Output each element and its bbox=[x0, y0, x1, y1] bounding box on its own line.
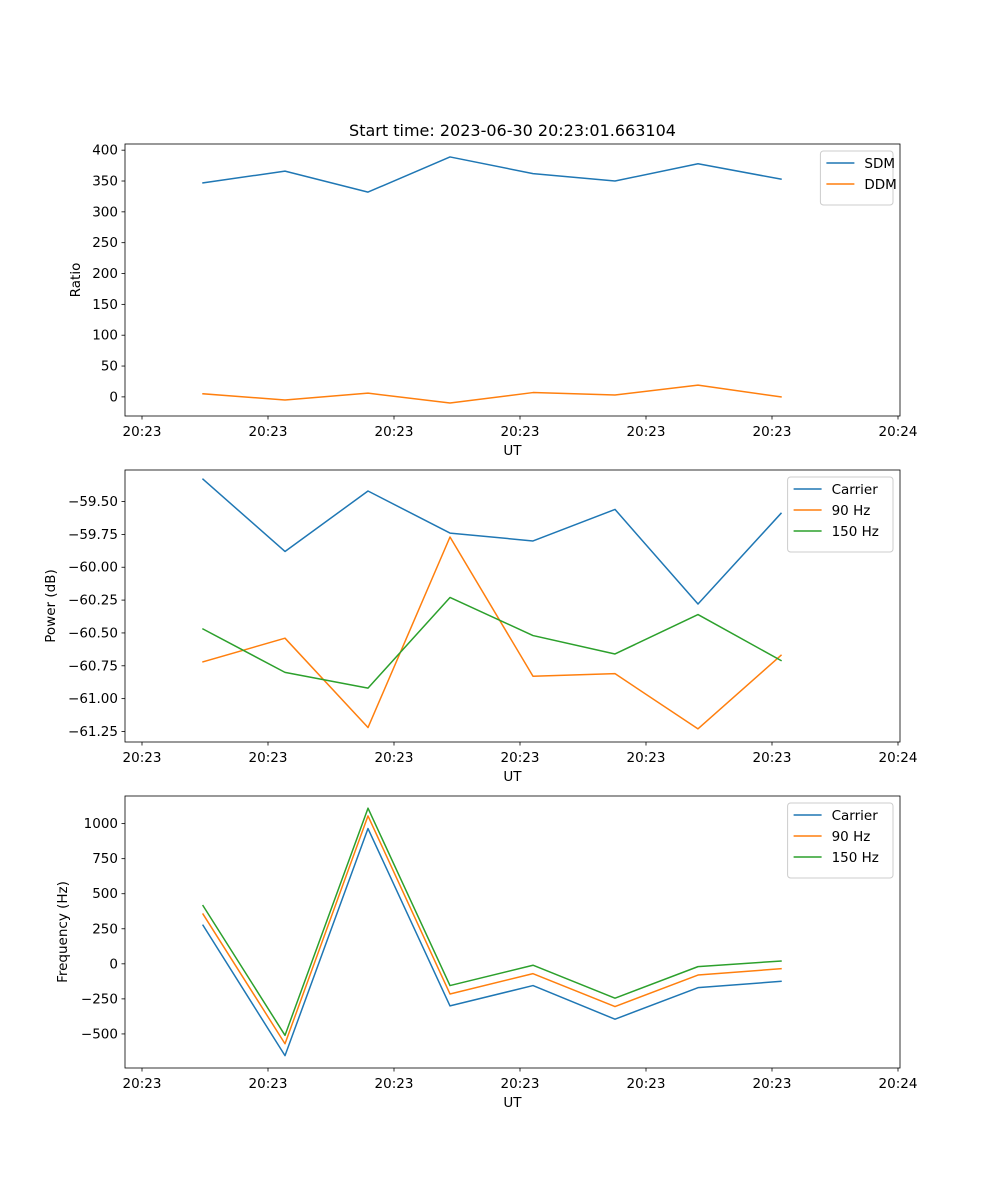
y-tick-label: 750 bbox=[92, 851, 118, 867]
x-tick-label: 20:23 bbox=[627, 750, 666, 766]
x-tick-label: 20:23 bbox=[375, 750, 414, 766]
x-tick-label: 20:23 bbox=[753, 750, 792, 766]
legend-frame bbox=[787, 802, 894, 879]
y-tick-label: 200 bbox=[92, 266, 118, 282]
y-tick-label: −59.50 bbox=[68, 494, 118, 510]
y-tick-label: 150 bbox=[92, 297, 118, 313]
chart-panel-2: −59.50 −59.75 −60.00 −60.25 −60.50 −60.75 −61.… bbox=[43, 469, 918, 785]
legend-entry-label: Carrier bbox=[832, 482, 879, 498]
y-tick-label: 500 bbox=[92, 886, 118, 902]
y-axis-label: Frequency (Hz) bbox=[55, 881, 71, 983]
y-tick-label: −59.75 bbox=[68, 527, 118, 543]
y-tick-label: −250 bbox=[81, 991, 118, 1007]
x-tick-label: 20:23 bbox=[753, 1076, 792, 1092]
legend: Carrier 90 Hz 150 Hz bbox=[787, 476, 894, 553]
x-tick-label: 20:23 bbox=[501, 750, 540, 766]
series-line-90-hz bbox=[202, 536, 783, 730]
legend-entry-label: DDM bbox=[864, 177, 896, 193]
y-tick-label: −60.00 bbox=[68, 560, 118, 576]
x-axis-label: UT bbox=[503, 1095, 522, 1111]
y-tick-label: −60.25 bbox=[68, 593, 118, 609]
series-line-150-hz bbox=[201, 596, 783, 689]
x-tick-label: 20:23 bbox=[501, 1076, 540, 1092]
x-tick-label: 20:23 bbox=[627, 1076, 666, 1092]
legend-entry-label: 150 Hz bbox=[832, 850, 879, 866]
y-axis-label: Power (dB) bbox=[43, 569, 59, 642]
x-tick-label: 20:23 bbox=[249, 750, 288, 766]
x-tick-label: 20:23 bbox=[627, 424, 666, 440]
chart-panel-1: Start time: 2023-06-30 20:23:01.663104 0 5… bbox=[68, 121, 917, 459]
plot-area-frame bbox=[124, 143, 901, 417]
legend-frame bbox=[819, 150, 894, 206]
y-tick-label: 250 bbox=[92, 921, 118, 937]
series-line-sdm bbox=[202, 156, 782, 193]
y-tick-label: −60.50 bbox=[68, 625, 118, 641]
y-tick-label: 100 bbox=[92, 328, 118, 344]
x-tick-label: 20:23 bbox=[123, 750, 162, 766]
x-tick-label: 20:23 bbox=[501, 424, 540, 440]
series-line-150-hz bbox=[201, 807, 782, 1037]
y-tick-label: 1000 bbox=[84, 816, 118, 832]
legend: SDM DDM bbox=[819, 150, 897, 206]
series-line-ddm bbox=[202, 384, 782, 404]
x-axis-label: UT bbox=[503, 769, 522, 785]
y-tick-label: 400 bbox=[92, 143, 118, 159]
y-tick-label: 250 bbox=[92, 235, 118, 251]
plot-area-frame bbox=[124, 795, 901, 1069]
y-tick-label: 0 bbox=[109, 956, 118, 972]
x-tick-label: 20:23 bbox=[249, 424, 288, 440]
x-tick-label: 20:23 bbox=[123, 424, 162, 440]
legend-entry-label: Carrier bbox=[832, 808, 879, 824]
x-tick-label: 20:24 bbox=[879, 1076, 918, 1092]
legend-entry-label: 90 Hz bbox=[832, 503, 871, 519]
y-tick-label: −61.00 bbox=[68, 691, 118, 707]
x-axis-label: UT bbox=[503, 443, 522, 459]
x-tick-label: 20:24 bbox=[879, 750, 918, 766]
y-tick-label: −500 bbox=[81, 1026, 118, 1042]
x-tick-label: 20:24 bbox=[879, 424, 918, 440]
series-line-90-hz bbox=[201, 815, 782, 1045]
chart-title: Start time: 2023-06-30 20:23:01.663104 bbox=[349, 121, 676, 140]
legend: Carrier 90 Hz 150 Hz bbox=[787, 802, 894, 879]
y-tick-label: 300 bbox=[92, 204, 118, 220]
x-tick-label: 20:23 bbox=[375, 1076, 414, 1092]
series-line-carrier bbox=[201, 478, 783, 605]
y-tick-label: −60.75 bbox=[68, 658, 118, 674]
chart-panel-3: −500 −250 0 250 500 750 1000 20:23 20:23 20:23 20:… bbox=[55, 795, 918, 1111]
x-tick-label: 20:23 bbox=[249, 1076, 288, 1092]
series-line-carrier bbox=[201, 827, 782, 1057]
legend-entry-label: 90 Hz bbox=[832, 829, 871, 845]
y-tick-label: 0 bbox=[109, 389, 118, 405]
legend-frame bbox=[787, 476, 894, 553]
legend-entry-label: 150 Hz bbox=[832, 524, 879, 540]
x-tick-label: 20:23 bbox=[753, 424, 792, 440]
legend-entry-label: SDM bbox=[864, 156, 895, 172]
y-tick-label: 50 bbox=[101, 359, 118, 375]
y-tick-label: −61.25 bbox=[68, 724, 118, 740]
plot-area-frame bbox=[124, 469, 901, 743]
y-tick-label: 350 bbox=[92, 174, 118, 190]
x-tick-label: 20:23 bbox=[123, 1076, 162, 1092]
x-tick-label: 20:23 bbox=[375, 424, 414, 440]
y-axis-label: Ratio bbox=[68, 263, 84, 298]
